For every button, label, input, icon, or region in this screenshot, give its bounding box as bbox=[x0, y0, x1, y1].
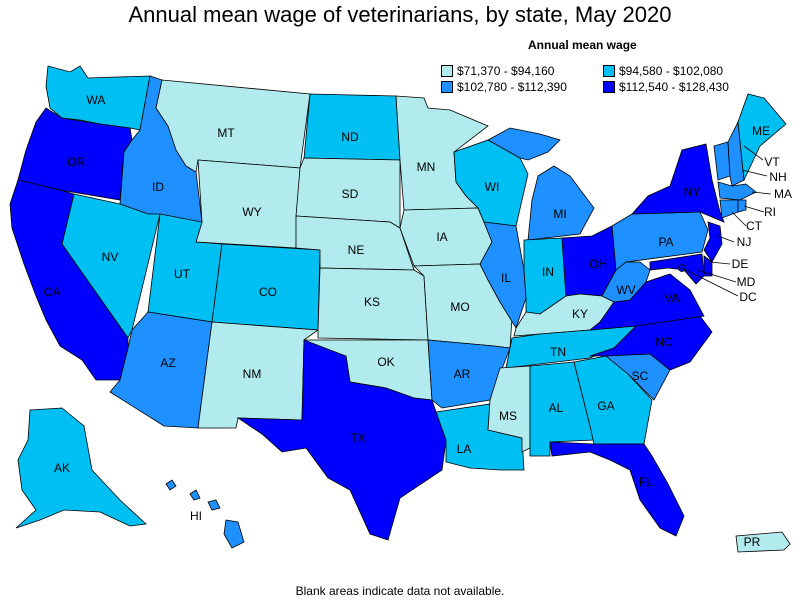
legend-item: $102,780 - $112,390 bbox=[441, 80, 567, 94]
label-pr: PR bbox=[744, 535, 761, 549]
legend-item: $94,580 - $102,080 bbox=[603, 64, 723, 78]
state-nh[interactable] bbox=[727, 120, 745, 187]
label-tn: TN bbox=[550, 345, 566, 359]
leader-vt bbox=[743, 145, 764, 161]
state-nv[interactable] bbox=[61, 193, 161, 339]
legend-swatch bbox=[603, 65, 615, 77]
label-ak: AK bbox=[54, 461, 70, 475]
label-wa: WA bbox=[87, 93, 106, 107]
label-il: IL bbox=[501, 271, 511, 285]
state-vt[interactable] bbox=[713, 141, 731, 181]
label-ok: OK bbox=[377, 355, 394, 369]
legend-label: $102,780 - $112,390 bbox=[457, 80, 567, 94]
map-title: Annual mean wage of veterinarians, by st… bbox=[128, 2, 672, 27]
legend-swatch bbox=[441, 65, 453, 77]
state-md[interactable] bbox=[649, 253, 705, 285]
label-ms: MS bbox=[499, 409, 517, 423]
label-al: AL bbox=[549, 401, 564, 415]
label-ks: KS bbox=[364, 295, 380, 309]
label-mt: MT bbox=[217, 126, 235, 140]
label-ri: RI bbox=[764, 205, 776, 219]
state-wy[interactable] bbox=[195, 159, 301, 249]
label-nj: NJ bbox=[737, 235, 752, 249]
label-co: CO bbox=[259, 285, 277, 299]
state-me[interactable] bbox=[737, 93, 787, 182]
label-vt: VT bbox=[764, 155, 780, 169]
label-az: AZ bbox=[160, 356, 175, 370]
legend-swatch bbox=[441, 81, 453, 93]
label-va: VA bbox=[664, 291, 679, 305]
label-or: OR bbox=[67, 155, 85, 169]
label-nd: ND bbox=[341, 130, 359, 144]
label-ky: KY bbox=[572, 307, 588, 321]
label-ne: NE bbox=[348, 243, 365, 257]
label-oh: OH bbox=[589, 257, 607, 271]
leader-dc bbox=[681, 267, 739, 297]
leader-nj bbox=[717, 235, 735, 243]
legend-swatch bbox=[603, 81, 615, 93]
label-ct: CT bbox=[746, 219, 763, 233]
label-me: ME bbox=[752, 124, 770, 138]
label-ut: UT bbox=[174, 267, 191, 281]
footnote: Blank areas indicate data not available. bbox=[295, 584, 505, 598]
label-tx: TX bbox=[350, 431, 365, 445]
label-ma: MA bbox=[774, 187, 792, 201]
label-ar: AR bbox=[454, 367, 471, 381]
label-hi: HI bbox=[190, 509, 202, 523]
state-ma[interactable] bbox=[717, 181, 757, 201]
state-fl[interactable] bbox=[549, 441, 685, 537]
state-mi[interactable] bbox=[487, 127, 595, 241]
state-nd[interactable] bbox=[303, 93, 401, 161]
state-nc[interactable] bbox=[589, 315, 713, 371]
leader-de bbox=[709, 261, 731, 265]
label-nv: NV bbox=[102, 250, 119, 264]
label-sc: SC bbox=[632, 369, 649, 383]
label-de: DE bbox=[732, 257, 749, 271]
leader-nh bbox=[741, 169, 768, 177]
legend-item: $71,370 - $94,160 bbox=[441, 64, 554, 78]
label-in: IN bbox=[542, 265, 554, 279]
label-ga: GA bbox=[597, 399, 614, 413]
label-wv: WV bbox=[616, 283, 635, 297]
label-mi: MI bbox=[553, 207, 566, 221]
label-nm: NM bbox=[243, 367, 262, 381]
leader-ct bbox=[731, 211, 747, 227]
label-ia: IA bbox=[436, 230, 447, 244]
legend-title: Annual mean wage bbox=[528, 38, 637, 52]
label-ny: NY bbox=[684, 185, 701, 199]
legend-label: $94,580 - $102,080 bbox=[619, 64, 724, 78]
legend-item: $112,540 - $128,430 bbox=[603, 80, 729, 94]
label-id: ID bbox=[152, 180, 164, 194]
leader-ri bbox=[743, 205, 765, 213]
label-dc: DC bbox=[739, 290, 757, 304]
label-la: LA bbox=[457, 442, 472, 456]
state-pr[interactable] bbox=[735, 531, 791, 553]
label-wi: WI bbox=[485, 180, 500, 194]
state-ak[interactable] bbox=[15, 407, 147, 529]
leader-md bbox=[697, 269, 737, 283]
state-de[interactable] bbox=[703, 255, 713, 277]
label-nc: NC bbox=[655, 335, 673, 349]
state-ny[interactable] bbox=[631, 143, 725, 223]
label-ca: CA bbox=[44, 285, 61, 299]
label-fl: FL bbox=[639, 475, 653, 489]
label-sd: SD bbox=[342, 187, 359, 201]
label-md: MD bbox=[737, 275, 756, 289]
label-pa: PA bbox=[658, 235, 673, 249]
state-il[interactable] bbox=[479, 221, 527, 329]
leader-ma bbox=[751, 191, 772, 195]
state-ri[interactable] bbox=[737, 199, 747, 213]
label-mo: MO bbox=[450, 300, 469, 314]
state-hi[interactable] bbox=[165, 479, 245, 549]
state-tx[interactable] bbox=[236, 339, 447, 541]
legend-label: $71,370 - $94,160 bbox=[457, 64, 555, 78]
state-mt[interactable] bbox=[155, 79, 311, 173]
label-wy: WY bbox=[242, 205, 261, 219]
label-mn: MN bbox=[417, 160, 436, 174]
label-nh: NH bbox=[769, 170, 786, 184]
legend-label: $112,540 - $128,430 bbox=[619, 80, 729, 94]
